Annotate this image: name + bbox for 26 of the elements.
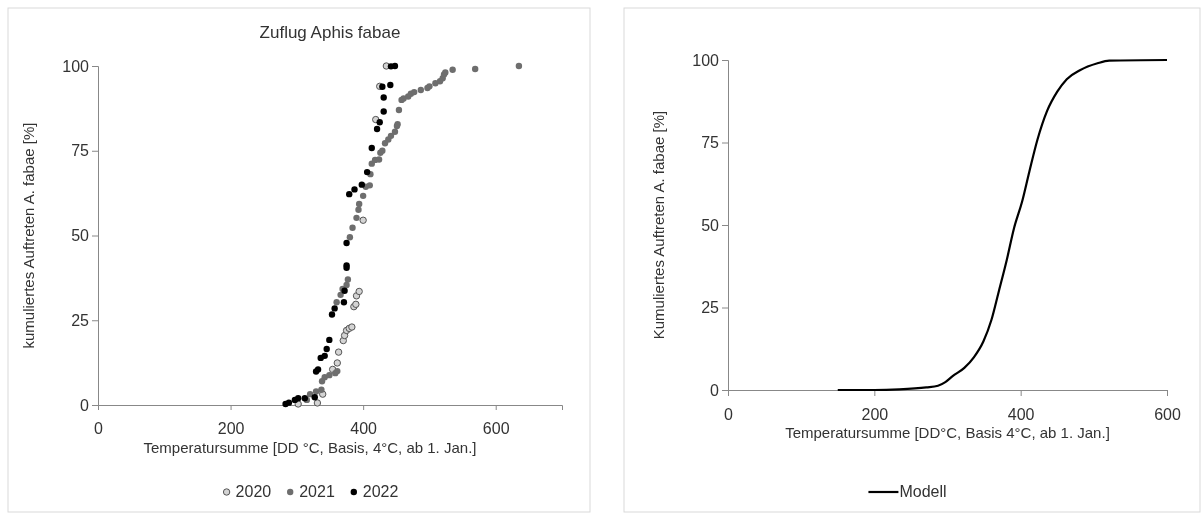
- x-tick-label: 600: [1154, 405, 1181, 423]
- y-tick-label: 25: [701, 299, 720, 317]
- x-axis-title: Temperatursumme [DD °C, Basis, 4°C, ab 1. Jan.]: [143, 439, 477, 456]
- legend-label: 2021: [299, 483, 335, 500]
- y-axis-title: kumuliertes Auftreten A. fabae [%]: [20, 122, 37, 349]
- x-tick-label: 400: [350, 419, 378, 437]
- y-tick-label: 50: [71, 227, 90, 245]
- x-tick-label: 400: [1007, 405, 1035, 423]
- x-tick-label: 600: [482, 419, 510, 437]
- x-tick-label: 200: [861, 405, 889, 423]
- x-tick-label: 0: [94, 419, 104, 437]
- chart-title: Zuflug Aphis fabae: [259, 23, 401, 42]
- y-tick-label: 100: [692, 51, 720, 69]
- y-tick-label: 75: [71, 142, 90, 160]
- y-tick-label: 25: [71, 311, 90, 329]
- y-tick-label: 50: [701, 216, 720, 234]
- y-tick-label: 0: [710, 381, 720, 399]
- legend-label: 2020: [235, 483, 272, 500]
- x-axis-title: Temperatursumme [DD°C, Basis 4°C, ab 1. Jan.]: [785, 424, 1110, 441]
- y-axis-title: Kumuliertes Auftreten A. fabae [%]: [650, 110, 667, 340]
- y-tick-label: 100: [62, 57, 90, 75]
- legend-label: Modell: [899, 483, 947, 500]
- x-tick-label: 0: [724, 405, 734, 423]
- x-tick-label: 200: [217, 419, 245, 437]
- y-tick-label: 75: [701, 134, 720, 152]
- legend-label: 2022: [362, 483, 399, 500]
